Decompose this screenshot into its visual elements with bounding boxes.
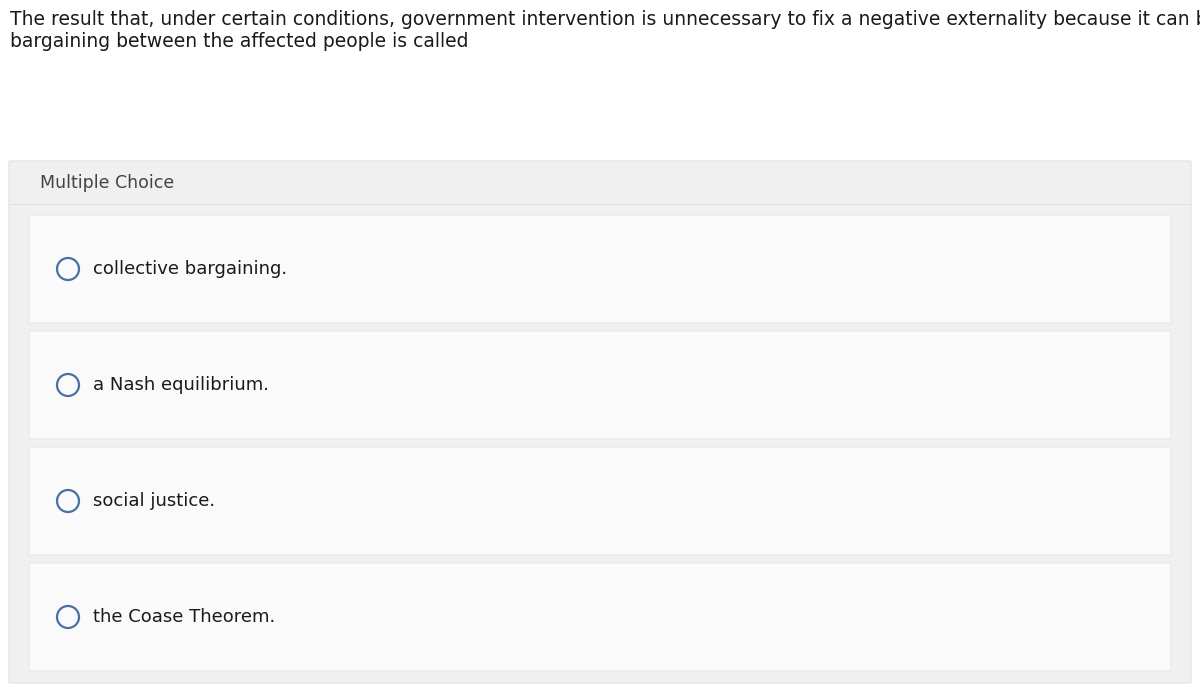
FancyBboxPatch shape [29,215,1171,323]
FancyBboxPatch shape [29,563,1171,671]
Text: the Coase Theorem.: the Coase Theorem. [94,608,275,626]
Text: Multiple Choice: Multiple Choice [40,174,174,192]
FancyBboxPatch shape [10,161,1190,683]
Text: collective bargaining.: collective bargaining. [94,260,287,278]
FancyBboxPatch shape [29,331,1171,439]
Text: social justice.: social justice. [94,492,215,510]
Text: The result that, under certain conditions, government intervention is unnecessar: The result that, under certain condition… [10,10,1200,29]
Text: bargaining between the affected people is called: bargaining between the affected people i… [10,32,468,51]
FancyBboxPatch shape [29,447,1171,555]
Text: a Nash equilibrium.: a Nash equilibrium. [94,376,269,394]
